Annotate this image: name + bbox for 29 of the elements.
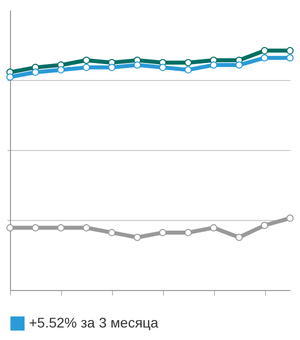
point bbox=[57, 224, 65, 232]
point bbox=[32, 224, 40, 232]
point bbox=[82, 224, 90, 232]
point bbox=[235, 61, 243, 69]
point bbox=[82, 56, 90, 64]
point bbox=[286, 47, 294, 54]
point bbox=[6, 73, 14, 81]
point bbox=[184, 228, 192, 236]
point bbox=[260, 47, 268, 54]
point bbox=[32, 68, 40, 76]
point bbox=[210, 61, 218, 69]
point bbox=[159, 64, 166, 72]
point bbox=[134, 234, 141, 242]
legend-label: +5.52% за 3 месяца bbox=[29, 314, 159, 330]
point bbox=[210, 224, 218, 232]
point bbox=[82, 64, 90, 72]
point bbox=[286, 54, 294, 62]
point bbox=[260, 222, 268, 230]
point bbox=[184, 58, 192, 66]
point bbox=[235, 234, 243, 242]
point bbox=[260, 54, 268, 62]
point bbox=[57, 66, 65, 74]
point bbox=[134, 61, 141, 69]
point bbox=[184, 66, 192, 74]
point bbox=[159, 228, 166, 236]
point bbox=[108, 228, 116, 236]
point bbox=[6, 224, 14, 232]
point bbox=[286, 214, 294, 222]
point bbox=[108, 64, 116, 72]
